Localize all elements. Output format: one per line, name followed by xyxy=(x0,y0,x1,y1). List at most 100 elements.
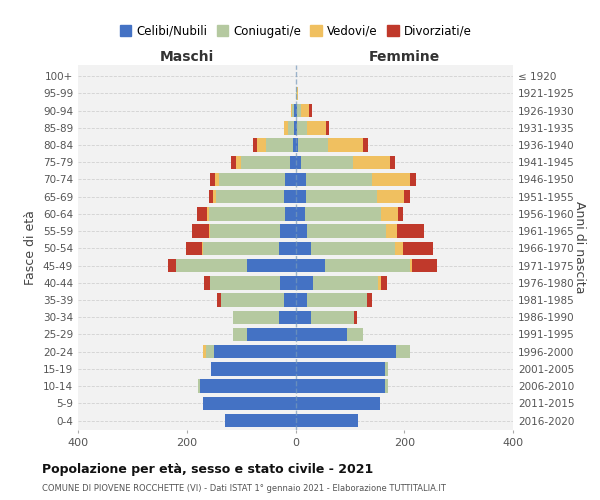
Bar xyxy=(225,414,296,427)
Bar xyxy=(168,259,176,272)
Bar xyxy=(284,190,296,203)
Bar xyxy=(296,362,385,376)
Y-axis label: Anni di nascita: Anni di nascita xyxy=(573,201,586,294)
Bar xyxy=(209,207,284,220)
Bar xyxy=(209,224,280,238)
Bar xyxy=(290,104,292,118)
Bar xyxy=(307,173,371,186)
Bar xyxy=(309,104,312,118)
Bar xyxy=(296,138,298,152)
Bar xyxy=(296,259,325,272)
Bar xyxy=(296,276,313,289)
Bar xyxy=(377,190,404,203)
Bar xyxy=(295,121,296,134)
Bar xyxy=(233,328,247,341)
Bar xyxy=(290,156,296,169)
Bar xyxy=(395,242,403,255)
Bar xyxy=(311,310,354,324)
Bar xyxy=(197,380,200,393)
Bar xyxy=(296,104,301,118)
Bar xyxy=(266,138,293,152)
Bar xyxy=(221,294,284,306)
Text: Femmine: Femmine xyxy=(368,50,440,64)
Bar xyxy=(284,121,288,134)
Bar xyxy=(404,190,410,203)
Bar xyxy=(280,276,296,289)
Bar xyxy=(284,294,296,306)
Bar xyxy=(410,173,416,186)
Bar xyxy=(298,138,328,152)
Bar xyxy=(204,276,209,289)
Bar xyxy=(297,121,307,134)
Bar xyxy=(382,207,398,220)
Bar xyxy=(307,224,386,238)
Bar xyxy=(280,224,296,238)
Bar xyxy=(328,138,364,152)
Bar xyxy=(209,190,213,203)
Bar xyxy=(296,396,380,410)
Bar xyxy=(410,259,412,272)
Bar xyxy=(220,173,284,186)
Bar xyxy=(389,156,395,169)
Bar xyxy=(296,294,307,306)
Bar xyxy=(214,345,296,358)
Bar xyxy=(197,207,208,220)
Bar xyxy=(176,259,247,272)
Bar xyxy=(284,173,296,186)
Bar xyxy=(241,156,290,169)
Bar xyxy=(295,104,296,118)
Bar xyxy=(288,121,295,134)
Bar xyxy=(247,328,296,341)
Bar xyxy=(381,276,388,289)
Bar xyxy=(325,259,410,272)
Y-axis label: Fasce di età: Fasce di età xyxy=(25,210,37,285)
Bar xyxy=(307,121,326,134)
Bar xyxy=(307,294,367,306)
Bar xyxy=(296,380,385,393)
Bar xyxy=(206,345,214,358)
Bar xyxy=(296,156,301,169)
Bar xyxy=(215,190,284,203)
Bar xyxy=(203,396,296,410)
Bar xyxy=(185,242,202,255)
Bar xyxy=(236,156,241,169)
Bar xyxy=(296,121,297,134)
Bar xyxy=(209,173,215,186)
Bar xyxy=(203,242,279,255)
Bar xyxy=(301,104,309,118)
Bar xyxy=(296,173,307,186)
Bar xyxy=(397,224,424,238)
Bar xyxy=(296,86,298,100)
Bar xyxy=(296,190,307,203)
Bar xyxy=(296,224,307,238)
Bar xyxy=(279,310,296,324)
Bar xyxy=(257,138,266,152)
Bar xyxy=(192,224,209,238)
Bar xyxy=(292,104,295,118)
Bar xyxy=(412,259,437,272)
Bar xyxy=(313,276,378,289)
Bar xyxy=(385,380,388,393)
Bar xyxy=(403,242,433,255)
Bar xyxy=(305,207,382,220)
Bar xyxy=(203,345,206,358)
Bar xyxy=(385,362,388,376)
Bar xyxy=(208,207,209,220)
Bar xyxy=(209,276,280,289)
Bar xyxy=(378,276,381,289)
Bar xyxy=(253,138,257,152)
Bar xyxy=(215,173,220,186)
Bar xyxy=(296,328,347,341)
Bar xyxy=(296,310,311,324)
Bar xyxy=(371,173,410,186)
Bar xyxy=(353,156,389,169)
Bar xyxy=(217,294,221,306)
Bar xyxy=(233,310,279,324)
Bar xyxy=(232,156,236,169)
Bar xyxy=(396,345,410,358)
Bar xyxy=(326,121,329,134)
Bar xyxy=(367,294,371,306)
Legend: Celibi/Nubili, Coniugati/e, Vedovi/e, Divorziati/e: Celibi/Nubili, Coniugati/e, Vedovi/e, Di… xyxy=(115,20,476,42)
Bar xyxy=(347,328,364,341)
Bar xyxy=(296,207,305,220)
